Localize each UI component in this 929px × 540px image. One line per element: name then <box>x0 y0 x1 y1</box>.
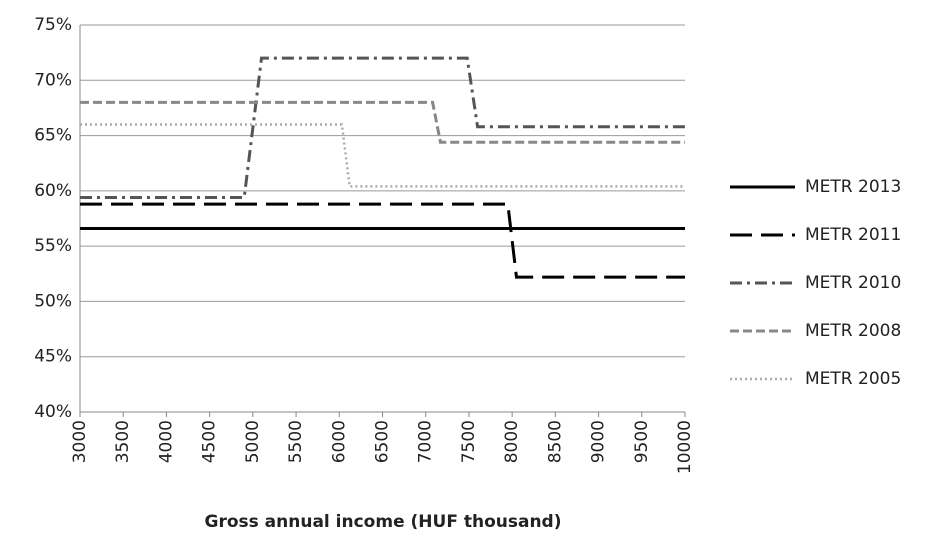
x-tick-label: 3500 <box>113 420 133 463</box>
legend-label: METR 2010 <box>805 273 901 293</box>
legend-label: METR 2013 <box>805 177 901 197</box>
y-tick-label: 70% <box>34 70 72 90</box>
x-tick-label: 5500 <box>286 420 306 463</box>
series-line <box>80 100 685 144</box>
x-tick-label: 9000 <box>589 420 609 463</box>
x-axis-title: Gross annual income (HUF thousand) <box>205 512 562 532</box>
y-tick-label: 60% <box>34 181 72 201</box>
x-tick-label: 8500 <box>545 420 565 463</box>
series-line <box>80 202 685 279</box>
y-tick-label: 55% <box>34 236 72 256</box>
x-tick-label: 10000 <box>675 420 695 474</box>
x-tick-label: 8000 <box>502 420 522 463</box>
y-tick-label: 45% <box>34 347 72 367</box>
series-line <box>80 123 685 188</box>
y-tick-label: 40% <box>34 402 72 422</box>
legend-label: METR 2008 <box>805 321 901 341</box>
x-tick-label: 9500 <box>632 420 652 463</box>
y-tick-label: 50% <box>34 291 72 311</box>
x-tick-label: 5000 <box>243 420 263 463</box>
y-tick-label: 75% <box>34 15 72 35</box>
y-tick-label: 65% <box>34 126 72 146</box>
x-tick-label: 3000 <box>70 420 90 463</box>
x-tick-label: 4500 <box>200 420 220 463</box>
x-tick-label: 6500 <box>373 420 393 463</box>
legend-label: METR 2011 <box>805 225 901 245</box>
x-tick-label: 7500 <box>459 420 479 463</box>
legend-label: METR 2005 <box>805 369 901 389</box>
series-line <box>80 56 685 199</box>
x-tick-label: 6000 <box>329 420 349 463</box>
x-tick-label: 7000 <box>416 420 436 463</box>
x-tick-label: 4000 <box>156 420 176 463</box>
